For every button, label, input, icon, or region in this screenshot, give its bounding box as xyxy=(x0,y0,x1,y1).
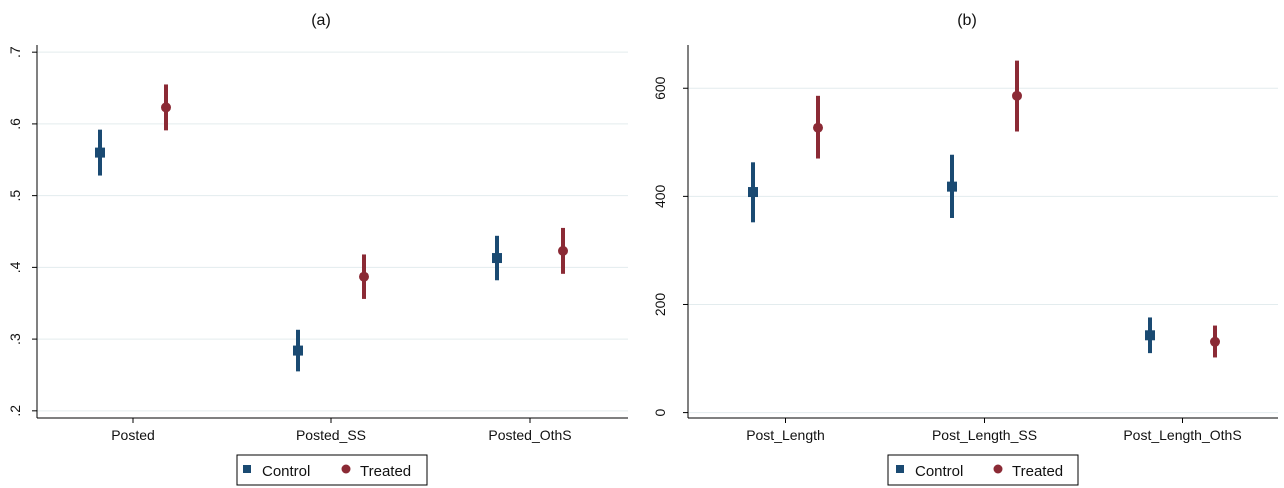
x-tick-label: Post_Length_OthS xyxy=(1123,427,1241,443)
point-control xyxy=(95,147,105,158)
legend-circle-marker xyxy=(341,464,351,474)
legend-label-treated: Treated xyxy=(1012,463,1063,480)
point-treated xyxy=(1012,90,1022,101)
point-control xyxy=(492,253,502,264)
grid-lines xyxy=(37,51,628,412)
legend-label-control: Control xyxy=(262,463,310,480)
legend-square-marker xyxy=(243,465,251,473)
legend: Control Treated xyxy=(887,454,1079,486)
chart-title: (b) xyxy=(957,12,977,29)
x-tick-label: Posted xyxy=(111,427,155,443)
point-control xyxy=(748,187,758,198)
x-tick-label: Post_Length_SS xyxy=(932,427,1037,443)
point-control xyxy=(1145,330,1155,341)
x-tick-label: Post_Length xyxy=(746,427,825,443)
y-tick-label: .2 xyxy=(7,405,23,417)
y-tick-label: .4 xyxy=(7,261,23,273)
x-axis-ticks: Post_Length Post_Length_SS Post_Length_Oth… xyxy=(746,418,1242,443)
y-tick-label: .6 xyxy=(7,118,23,130)
legend-label-treated: Treated xyxy=(360,463,411,480)
chart-title: (a) xyxy=(311,12,331,29)
grid-lines xyxy=(688,87,1278,414)
y-tick-label: .5 xyxy=(7,190,23,202)
y-tick-label: 200 xyxy=(652,293,668,317)
point-treated xyxy=(161,102,171,113)
chart-panel-a: (a) .2 .3 .4 .5 .6 .7 Posted Posted_SS Posted_O… xyxy=(7,12,628,486)
x-axis-ticks: Posted Posted_SS Posted_OthS xyxy=(111,418,572,443)
y-tick-label: 600 xyxy=(652,76,668,100)
point-control xyxy=(293,345,303,356)
data-marks xyxy=(95,84,568,372)
legend-box xyxy=(887,454,1079,486)
point-treated xyxy=(558,245,568,256)
x-tick-label: Posted_SS xyxy=(296,427,366,443)
plot-area xyxy=(37,45,628,418)
x-tick-label: Posted_OthS xyxy=(488,427,571,443)
axes xyxy=(687,45,1278,419)
data-marks xyxy=(748,60,1220,358)
y-tick-label: .7 xyxy=(7,46,23,58)
chart-panel-b: (b) 0 200 400 600 Post_Length Post_Length_SS… xyxy=(652,12,1278,486)
y-tick-label: 400 xyxy=(652,184,668,208)
y-axis-ticks: .2 .3 .4 .5 .6 .7 xyxy=(7,46,37,417)
point-treated xyxy=(813,122,823,133)
point-treated xyxy=(1210,336,1220,347)
legend-square-marker xyxy=(896,465,904,473)
legend: Control Treated xyxy=(236,454,428,486)
legend-box xyxy=(236,454,428,486)
plot-area xyxy=(688,45,1278,418)
point-control xyxy=(947,181,957,192)
legend-label-control: Control xyxy=(915,463,963,480)
y-tick-label: .3 xyxy=(7,333,23,345)
point-treated xyxy=(359,271,369,282)
y-axis-ticks: 0 200 400 600 xyxy=(652,76,688,416)
legend-circle-marker xyxy=(993,464,1003,474)
y-tick-label: 0 xyxy=(652,408,668,416)
